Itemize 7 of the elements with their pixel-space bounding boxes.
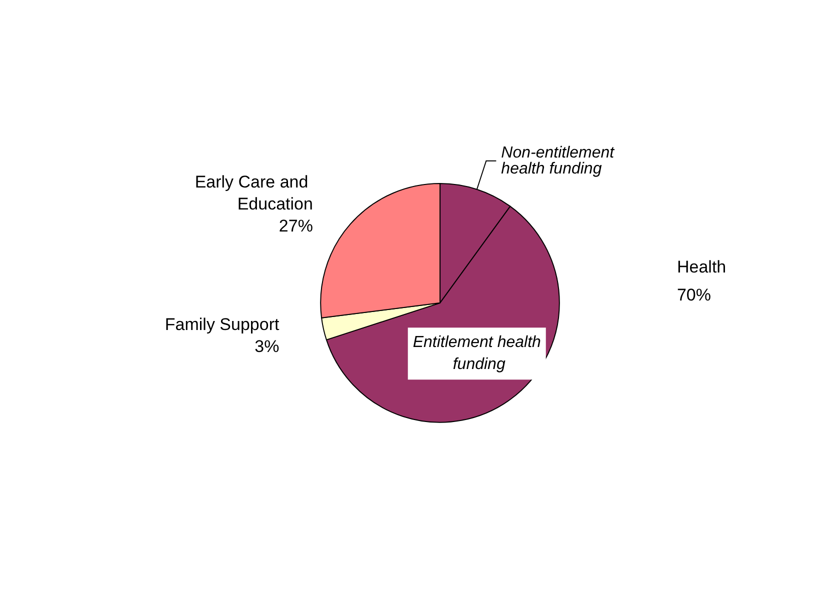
data-label: 3% xyxy=(254,337,280,356)
text: Health 70% xyxy=(676,257,726,304)
data-label: 27% xyxy=(278,216,313,236)
slice-label: Entitlement health funding xyxy=(412,334,542,374)
slice-label: Family Support xyxy=(164,315,280,334)
slice-label: Non-entitlement health funding xyxy=(501,144,619,178)
slice-label: Early Care and Education xyxy=(194,172,313,214)
